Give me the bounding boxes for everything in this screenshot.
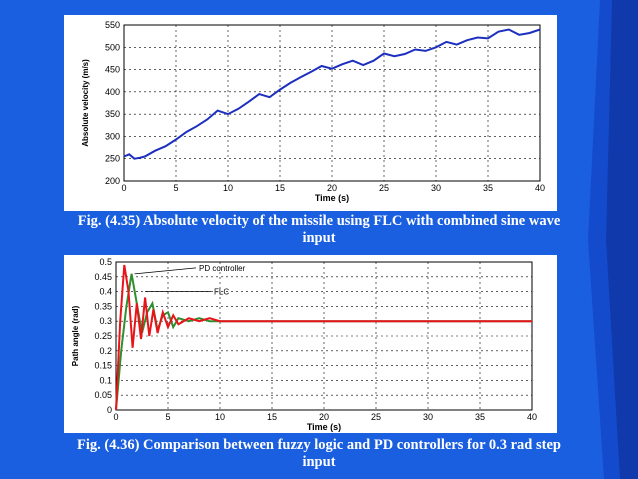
chart1-x-tick-label: 15 — [275, 183, 285, 193]
chart2-y-tick-label: 0.4 — [99, 287, 112, 297]
chart1-x-tick-label: 10 — [223, 183, 233, 193]
chart2-y-tick-label: 0 — [107, 405, 112, 415]
chart2-y-tick-label: 0.15 — [94, 361, 112, 371]
chart2-y-tick-label: 0.2 — [99, 346, 112, 356]
chart2-x-tick-label: 0 — [113, 412, 118, 422]
chart1-y-tick-label: 450 — [105, 65, 120, 75]
chart1-y-axis-label: Absolute velocity (m/s) — [81, 59, 90, 147]
chart1-y-tick-label: 250 — [105, 154, 120, 164]
chart1-y-tick-label: 400 — [105, 87, 120, 97]
chart2-y-axis-label: Path angle (rad) — [71, 305, 80, 366]
chart2-annotation-pd: PD controller — [199, 264, 246, 273]
chart2-y-tick-label: 0.5 — [99, 257, 112, 267]
chart1-x-tick-label: 5 — [173, 183, 178, 193]
caption-fig-4-36-line2: input — [302, 454, 336, 470]
chart2-series-flc — [115, 264, 532, 411]
chart1-x-tick-label: 30 — [431, 183, 441, 193]
chart1-x-axis-label: Time (s) — [315, 193, 349, 203]
caption-fig-4-35: Fig. (4.35) Absolute velocity of the mis… — [0, 213, 638, 247]
caption-fig-4-36-line1: Fig. (4.36) Comparison between fuzzy log… — [77, 437, 561, 453]
chart1-x-tick-label: 40 — [535, 183, 545, 193]
chart1-y-tick-label: 350 — [105, 109, 120, 119]
chart1-series-line — [123, 28, 541, 160]
chart1-x-tick-label: 20 — [327, 183, 337, 193]
path-angle-chart: 0 5 10 15 20 25 30 35 40 0 0.05 0.1 0.15 0.2 0.25 0.3 0.… — [71, 257, 537, 432]
chart1-y-tick-label: 200 — [105, 176, 120, 186]
chart2-x-tick-label: 40 — [527, 412, 537, 422]
chart2-x-tick-label: 5 — [165, 412, 170, 422]
chart2-y-tick-label: 0.3 — [99, 316, 112, 326]
chart2-annotation-flc: FLC — [214, 288, 229, 297]
chart1-plot-area — [123, 24, 541, 182]
chart1-x-tick-label: 0 — [121, 183, 126, 193]
chart2-x-tick-label: 15 — [267, 412, 277, 422]
caption-fig-4-36: Fig. (4.36) Comparison between fuzzy log… — [0, 437, 638, 471]
caption-fig-4-35-line1: Fig. (4.35) Absolute velocity of the mis… — [77, 213, 561, 229]
chart1-y-tick-label: 550 — [105, 20, 120, 30]
chart2-annotation-arrow-pd — [134, 267, 197, 275]
chart2-panel: 0 5 10 15 20 25 30 35 40 0 0.05 0.1 0.15 0.2 0.25 0.3 0.… — [64, 255, 557, 433]
chart2-x-axis-label: Time (s) — [307, 422, 341, 432]
chart2-x-tick-label: 20 — [319, 412, 329, 422]
chart2-y-tick-label: 0.25 — [94, 331, 112, 341]
chart2-x-tick-label: 10 — [215, 412, 225, 422]
chart2-x-tick-label: 25 — [371, 412, 381, 422]
chart1-x-tick-label: 35 — [483, 183, 493, 193]
chart2-y-tick-label: 0.45 — [94, 272, 112, 282]
chart1-x-tick-label: 25 — [379, 183, 389, 193]
chart1-y-tick-label: 500 — [105, 42, 120, 52]
chart2-y-tick-label: 0.1 — [99, 375, 112, 385]
chart2-y-tick-label: 0.35 — [94, 301, 112, 311]
caption-fig-4-35-line2: input — [302, 230, 336, 246]
chart1-y-tick-label: 300 — [105, 131, 120, 141]
chart1-panel: 0 5 10 15 20 25 30 35 40 200 250 300 350 400 450 500 550… — [64, 15, 557, 211]
chart2-x-tick-label: 35 — [475, 412, 485, 422]
chart2-y-tick-label: 0.05 — [94, 390, 112, 400]
chart2-x-tick-label: 30 — [423, 412, 433, 422]
velocity-chart: 0 5 10 15 20 25 30 35 40 200 250 300 350 400 450 500 550… — [81, 20, 545, 203]
